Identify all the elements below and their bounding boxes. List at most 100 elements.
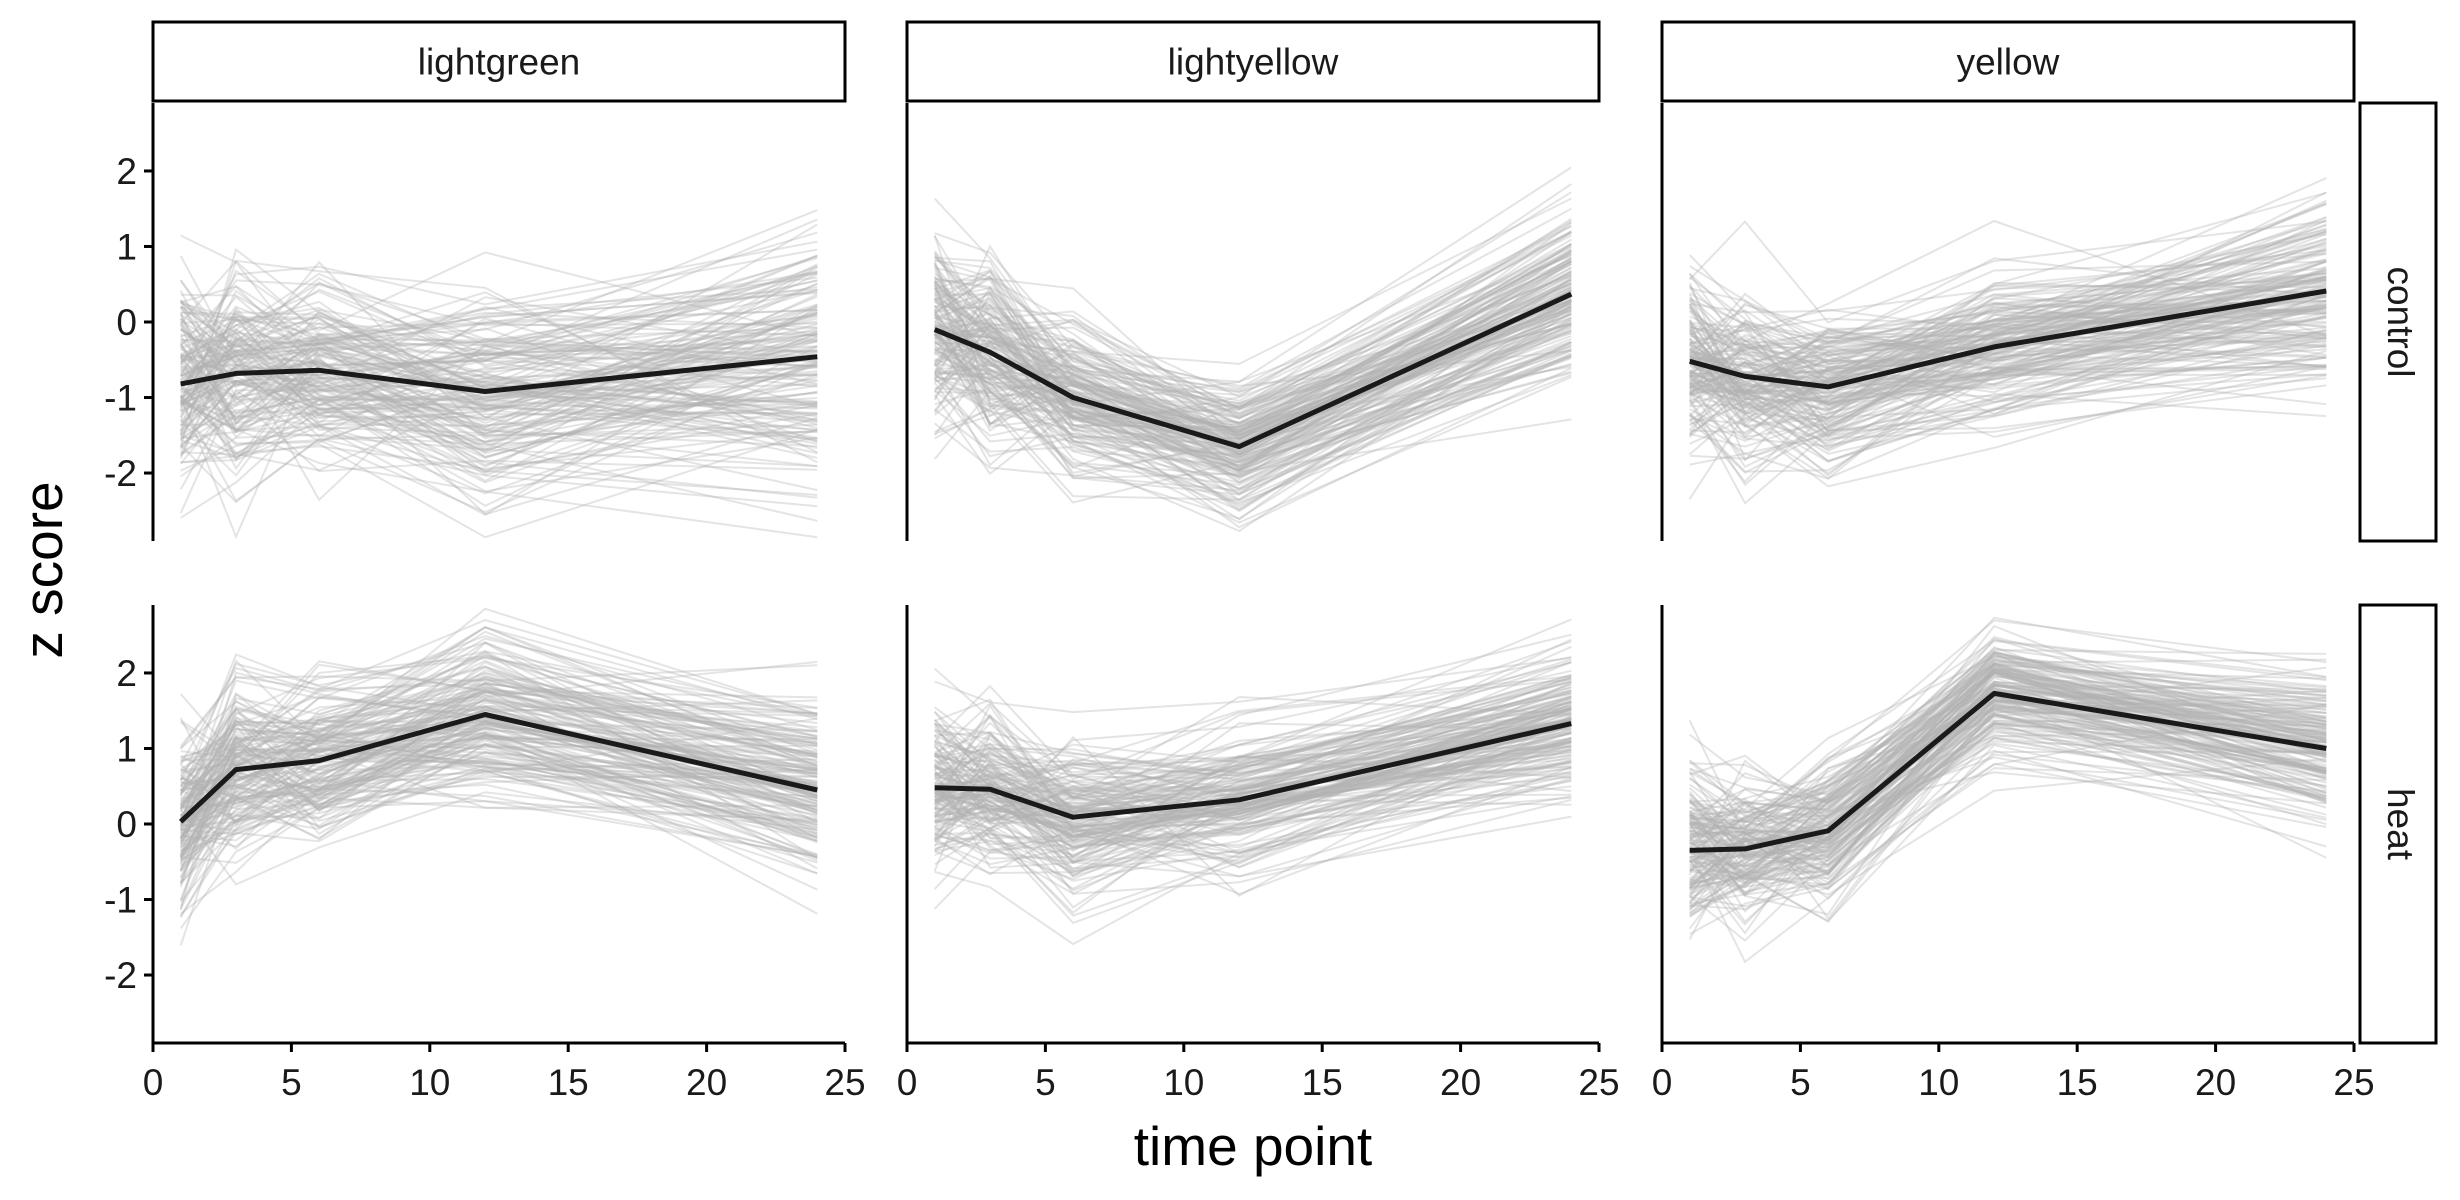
individual-line	[180, 345, 818, 508]
individual-line	[180, 433, 818, 522]
individual-line	[1689, 373, 2327, 460]
individual-line	[1689, 691, 2327, 840]
individual-line	[1688, 199, 2327, 374]
individual-line	[180, 719, 818, 846]
individual-line	[179, 348, 818, 514]
individual-line	[1689, 258, 2327, 347]
individual-line	[1689, 658, 2327, 814]
individual-line	[180, 687, 818, 831]
individual-line	[934, 329, 1572, 472]
individual-line	[1688, 316, 2327, 487]
individual-line	[179, 690, 818, 856]
individual-line	[1689, 333, 2327, 424]
individual-line	[1689, 757, 2327, 908]
x-tick-label: 15	[2057, 1062, 2098, 1103]
individual-line	[934, 774, 1572, 882]
individual-line	[179, 641, 818, 766]
individual-line	[933, 320, 1572, 464]
x-tick-label: 15	[548, 1062, 589, 1103]
individual-line	[180, 719, 818, 858]
individual-line	[934, 755, 1572, 860]
individual-line	[180, 340, 818, 435]
individual-line	[179, 625, 818, 777]
individual-line	[934, 750, 1572, 829]
individual-line	[1689, 301, 2327, 405]
individual-line	[934, 705, 1572, 849]
individual-line	[934, 742, 1572, 832]
individual-line	[179, 641, 818, 809]
individual-line	[934, 754, 1572, 844]
individual-line	[1689, 675, 2327, 847]
individual-line	[180, 402, 818, 446]
column-strip-label: lightgreen	[418, 42, 581, 83]
individual-line	[1689, 650, 2327, 830]
y-tick-label: 0	[116, 302, 137, 343]
individual-line	[179, 209, 818, 344]
individual-line	[934, 322, 1572, 462]
individual-line	[1689, 670, 2327, 826]
individual-line	[934, 695, 1572, 800]
individual-lines-group	[933, 166, 1572, 533]
individual-line	[934, 343, 1572, 484]
individual-line	[933, 256, 1572, 454]
individual-line	[934, 288, 1572, 471]
individual-line	[934, 255, 1572, 383]
individual-line	[1689, 279, 2327, 395]
individual-line	[179, 742, 818, 901]
individual-line	[180, 663, 818, 762]
individual-line	[934, 700, 1572, 849]
individual-line	[933, 330, 1572, 468]
individual-line	[933, 701, 1572, 840]
row-strip-box	[2358, 603, 2438, 1045]
individual-line	[180, 339, 818, 459]
panel-yellow-heat: 0 5 10 15 20 25	[1652, 605, 2375, 1103]
individual-line	[1689, 342, 2327, 437]
individual-line	[1689, 667, 2327, 876]
individual-line	[179, 732, 818, 838]
column-strip-label: yellow	[1957, 42, 2060, 83]
individual-line	[934, 242, 1572, 441]
individual-line	[1689, 649, 2327, 821]
individual-line	[180, 332, 818, 416]
individual-line	[1689, 667, 2327, 859]
individual-line	[1689, 273, 2327, 386]
individual-line	[934, 371, 1572, 504]
row-strip-label: heat	[2380, 788, 2421, 861]
individual-line	[1689, 687, 2327, 888]
x-tick-label: 20	[2195, 1062, 2236, 1103]
individual-line	[179, 317, 818, 426]
individual-line	[1689, 278, 2327, 480]
individual-line	[1689, 304, 2327, 412]
individual-line	[933, 218, 1572, 435]
individual-line	[180, 778, 818, 842]
individual-line	[1689, 707, 2327, 853]
individual-line	[180, 361, 818, 468]
individual-line	[180, 334, 818, 407]
individual-line	[934, 282, 1572, 445]
individual-line	[1688, 699, 2327, 886]
individual-line	[934, 779, 1572, 946]
individual-line	[180, 718, 818, 810]
individual-line	[934, 230, 1572, 415]
individual-line	[180, 289, 818, 437]
y-tick-label: 2	[116, 151, 137, 192]
individual-line	[933, 300, 1572, 512]
individual-line	[180, 305, 818, 431]
individual-line	[1688, 721, 2327, 930]
individual-line	[934, 294, 1572, 461]
individual-line	[180, 288, 818, 368]
individual-line	[180, 354, 818, 455]
individual-line	[933, 740, 1572, 872]
individual-line	[1689, 202, 2327, 417]
individual-line	[933, 677, 1572, 826]
individual-line	[179, 675, 818, 787]
individual-line	[934, 756, 1572, 878]
individual-line	[1689, 315, 2327, 407]
individual-line	[1689, 242, 2327, 368]
individual-line	[1689, 365, 2327, 442]
individual-line	[934, 690, 1572, 830]
mean-line	[1689, 288, 2327, 390]
individual-line	[934, 286, 1572, 443]
individual-line	[1689, 247, 2327, 395]
